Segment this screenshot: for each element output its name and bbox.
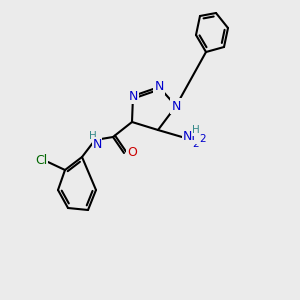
Text: O: O <box>127 146 137 158</box>
Text: N: N <box>92 137 102 151</box>
Text: 2: 2 <box>193 139 199 149</box>
Text: N: N <box>171 100 181 112</box>
Text: N: N <box>154 80 164 94</box>
Text: NH: NH <box>185 130 204 143</box>
Text: H: H <box>192 125 200 135</box>
Text: H: H <box>89 131 97 141</box>
Text: 2: 2 <box>199 134 206 144</box>
Text: N: N <box>128 89 138 103</box>
Text: NH: NH <box>183 130 202 143</box>
Text: Cl: Cl <box>35 154 47 167</box>
